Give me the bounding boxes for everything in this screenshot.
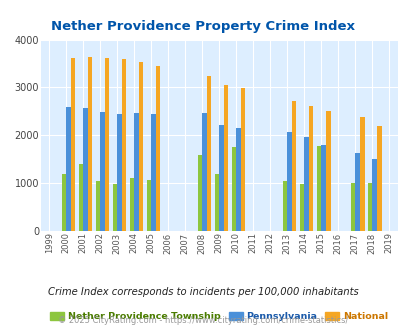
Bar xyxy=(359,117,364,231)
Bar xyxy=(66,107,70,231)
Bar xyxy=(122,59,126,231)
Bar xyxy=(325,111,330,231)
Bar xyxy=(320,145,325,231)
Bar xyxy=(104,58,109,231)
Legend: Nether Providence Township, Pennsylvania, National: Nether Providence Township, Pennsylvania… xyxy=(47,309,391,325)
Bar xyxy=(236,128,240,231)
Bar xyxy=(304,137,308,231)
Bar xyxy=(156,66,160,231)
Bar xyxy=(367,183,371,231)
Bar xyxy=(197,155,202,231)
Bar xyxy=(112,184,117,231)
Text: © 2025 CityRating.com - https://www.cityrating.com/crime-statistics/: © 2025 CityRating.com - https://www.city… xyxy=(58,316,347,325)
Bar xyxy=(78,164,83,231)
Bar xyxy=(70,58,75,231)
Bar xyxy=(129,178,134,231)
Bar xyxy=(376,126,381,231)
Bar xyxy=(291,101,296,231)
Bar xyxy=(287,132,291,231)
Bar xyxy=(202,113,206,231)
Bar xyxy=(223,85,228,231)
Bar xyxy=(308,106,313,231)
Bar xyxy=(371,159,376,231)
Text: Nether Providence Property Crime Index: Nether Providence Property Crime Index xyxy=(51,20,354,33)
Bar xyxy=(146,180,151,231)
Bar xyxy=(219,125,223,231)
Bar xyxy=(139,62,143,231)
Bar xyxy=(87,57,92,231)
Bar xyxy=(95,181,100,231)
Bar xyxy=(134,113,139,231)
Bar xyxy=(117,114,121,231)
Bar xyxy=(151,114,156,231)
Bar xyxy=(214,174,219,231)
Bar xyxy=(350,183,354,231)
Bar xyxy=(299,184,304,231)
Bar xyxy=(240,88,245,231)
Bar xyxy=(231,147,236,231)
Bar xyxy=(100,112,104,231)
Bar xyxy=(62,174,66,231)
Bar xyxy=(282,181,287,231)
Text: Crime Index corresponds to incidents per 100,000 inhabitants: Crime Index corresponds to incidents per… xyxy=(47,287,358,297)
Bar xyxy=(206,77,211,231)
Bar xyxy=(83,108,87,231)
Bar xyxy=(354,153,359,231)
Bar xyxy=(316,146,320,231)
